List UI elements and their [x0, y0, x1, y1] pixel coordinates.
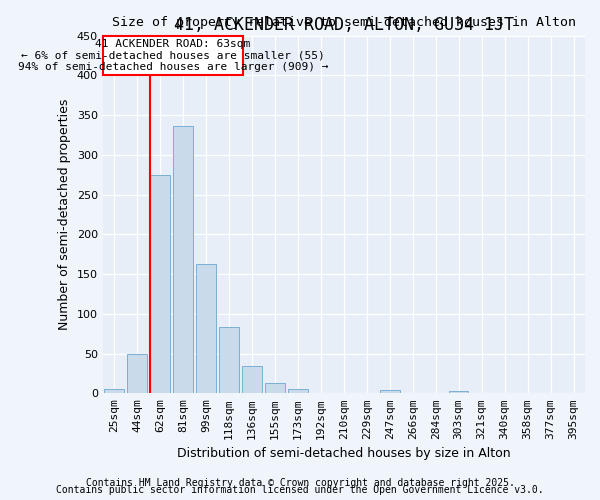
Bar: [380, 390, 400, 394]
Bar: [196, 264, 216, 394]
Bar: [104, 388, 124, 394]
X-axis label: Distribution of semi-detached houses by size in Alton: Distribution of semi-detached houses by …: [177, 447, 511, 460]
Bar: [265, 383, 285, 394]
FancyBboxPatch shape: [103, 36, 243, 76]
Bar: [173, 126, 193, 394]
Text: Contains public sector information licensed under the Open Government Licence v3: Contains public sector information licen…: [56, 485, 544, 495]
Text: Contains HM Land Registry data © Crown copyright and database right 2025.: Contains HM Land Registry data © Crown c…: [86, 478, 514, 488]
Text: ← 6% of semi-detached houses are smaller (55): ← 6% of semi-detached houses are smaller…: [21, 50, 325, 60]
Text: 41 ACKENDER ROAD: 63sqm: 41 ACKENDER ROAD: 63sqm: [95, 39, 250, 49]
Bar: [151, 175, 170, 394]
Bar: [242, 366, 262, 394]
Bar: [127, 354, 147, 394]
Bar: [219, 328, 239, 394]
Title: 41, ACKENDER ROAD, ALTON, GU34 1JT: 41, ACKENDER ROAD, ALTON, GU34 1JT: [174, 16, 514, 34]
Y-axis label: Number of semi-detached properties: Number of semi-detached properties: [58, 99, 71, 330]
Text: Size of property relative to semi-detached houses in Alton: Size of property relative to semi-detach…: [112, 16, 576, 28]
Bar: [288, 388, 308, 394]
Bar: [449, 391, 469, 394]
Text: 94% of semi-detached houses are larger (909) →: 94% of semi-detached houses are larger (…: [17, 62, 328, 72]
Bar: [311, 392, 331, 394]
